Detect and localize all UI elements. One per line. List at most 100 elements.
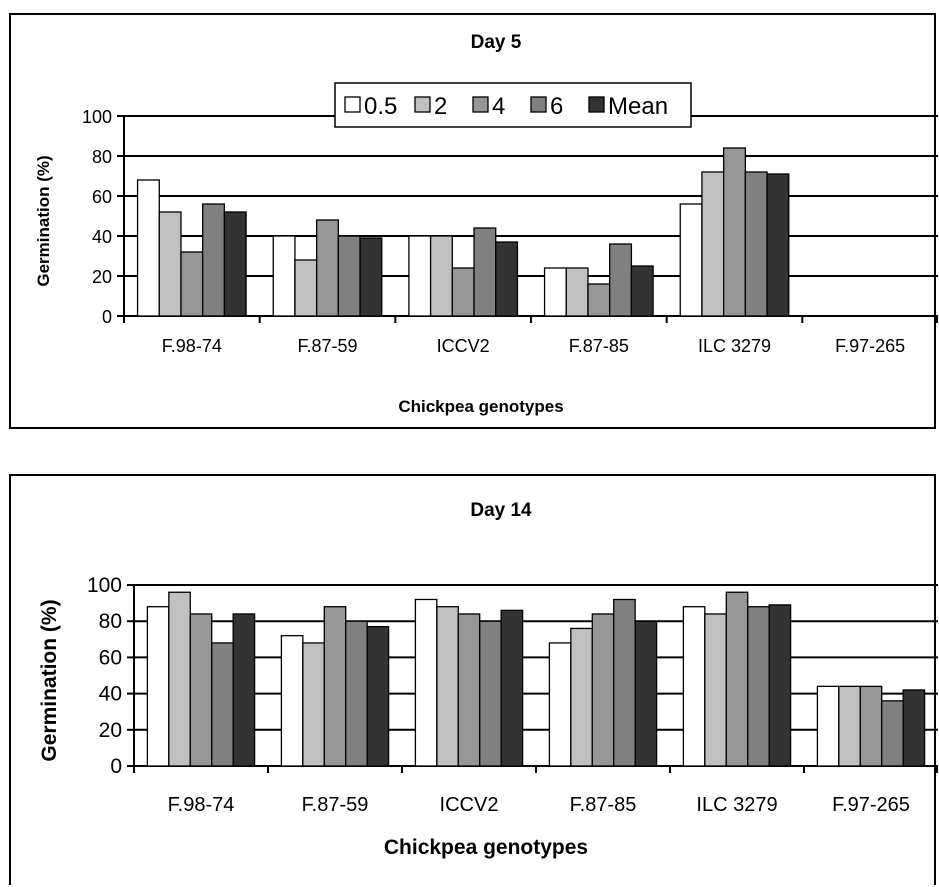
y-tick-label: 40: [99, 683, 122, 706]
bar: [359, 237, 383, 317]
bar: [682, 606, 706, 767]
y-tick-label: 80: [92, 147, 112, 167]
legend-swatch: [344, 96, 361, 113]
bar: [436, 606, 459, 767]
bar: [302, 642, 325, 767]
chart-title: Day 14: [470, 500, 532, 521]
legend-swatch: [588, 96, 605, 113]
bar: [408, 235, 432, 317]
bar: [473, 227, 497, 317]
bar: [168, 591, 191, 767]
bar: [479, 620, 502, 767]
y-tick-label: 100: [82, 107, 112, 127]
bar: [323, 606, 347, 767]
legend-label: 6: [550, 93, 563, 120]
bar: [232, 613, 256, 767]
bar: [766, 173, 790, 317]
bar: [704, 613, 727, 767]
bar: [902, 689, 926, 767]
x-axis-label: Chickpea genotypes: [398, 397, 563, 416]
y-tick-label: 60: [92, 187, 112, 207]
legend: 0.5 2 4 6 Mean: [334, 82, 692, 128]
bar: [500, 609, 524, 767]
bar: [722, 147, 747, 317]
bar: [816, 685, 840, 767]
chart-panel-day14: Day 14 0 20 40 60 80 100 F.98-74 F.87-59 ICCV2 F.8…: [9, 474, 938, 885]
legend-label: 4: [492, 93, 505, 120]
bar: [451, 267, 475, 317]
bar: [211, 642, 234, 767]
legend-box: [334, 82, 692, 128]
bar: [272, 235, 296, 317]
y-axis-label: Germination (%): [34, 155, 53, 286]
bar: [457, 613, 481, 767]
legend-label: Mean: [608, 93, 668, 120]
x-tick-label: F.97-265: [832, 794, 910, 816]
x-tick-label: F.97-265: [835, 336, 905, 356]
bar: [429, 235, 453, 317]
bar: [136, 179, 160, 317]
bar: [587, 283, 611, 317]
bar: [202, 203, 226, 317]
x-tick-label: F.98-74: [162, 336, 222, 356]
bar: [701, 171, 725, 317]
y-tick-label: 20: [92, 267, 112, 287]
bar: [744, 171, 768, 317]
x-tick-label: ILC 3279: [698, 336, 771, 356]
bar: [591, 613, 615, 767]
y-tick-label: 0: [110, 755, 122, 778]
chart-title: Day 5: [471, 32, 522, 53]
x-tick-label: ICCV2: [440, 794, 499, 816]
bar: [570, 627, 593, 767]
bar: [146, 606, 170, 767]
bar: [613, 598, 636, 767]
y-tick-label: 100: [87, 574, 122, 597]
bar-chart-day5: Day 5 0 20 40 60 80 100 F.98-74 F.87-59 ICCV2 F.87…: [34, 32, 938, 416]
y-tick-label: 0: [102, 307, 112, 327]
x-tick-label: F.87-85: [570, 794, 637, 816]
legend-label: 2: [434, 93, 447, 120]
bar: [747, 606, 770, 767]
y-axis-label: Germination (%): [38, 599, 61, 761]
bar: [189, 613, 213, 767]
bar: [881, 700, 904, 767]
x-tick-label: F.98-74: [168, 794, 235, 816]
bar: [630, 265, 654, 317]
legend-label: 0.5: [364, 93, 397, 120]
y-tick-label: 80: [99, 610, 122, 633]
bar: [294, 259, 318, 317]
bar: [495, 241, 519, 317]
y-tick-label: 20: [99, 719, 122, 742]
bar: [543, 267, 567, 317]
legend-swatch: [472, 96, 489, 113]
x-tick-label: ICCV2: [437, 336, 490, 356]
bar: [315, 219, 340, 317]
bar: [337, 235, 361, 317]
bar: [280, 635, 304, 767]
bar: [609, 243, 633, 317]
chart-panel-day5: Day 5 0 20 40 60 80 100 F.98-74 F.87-59 ICCV2 F.87…: [9, 13, 938, 429]
legend-swatch: [530, 96, 547, 113]
bar: [679, 203, 703, 317]
x-axis-label: Chickpea genotypes: [384, 836, 588, 859]
bar: [345, 620, 368, 767]
x-tick-label: F.87-59: [297, 336, 357, 356]
bar: [223, 211, 247, 317]
x-tick-label: F.87-59: [302, 794, 369, 816]
bar: [634, 620, 658, 767]
bar-chart-day14: Day 14 0 20 40 60 80 100 F.98-74 F.87-59 ICCV2 F.8…: [38, 500, 938, 859]
bar: [548, 642, 572, 767]
bar: [768, 604, 792, 767]
bar: [414, 598, 438, 767]
bar: [158, 211, 182, 317]
bar: [725, 591, 749, 767]
x-tick-label: F.87-85: [569, 336, 629, 356]
legend-swatch: [414, 96, 431, 113]
bar: [859, 685, 883, 767]
y-tick-label: 60: [99, 646, 122, 669]
bar: [180, 251, 204, 317]
bar: [565, 267, 589, 317]
bar: [838, 685, 861, 767]
x-tick-label: ILC 3279: [696, 794, 777, 816]
y-tick-label: 40: [92, 227, 112, 247]
